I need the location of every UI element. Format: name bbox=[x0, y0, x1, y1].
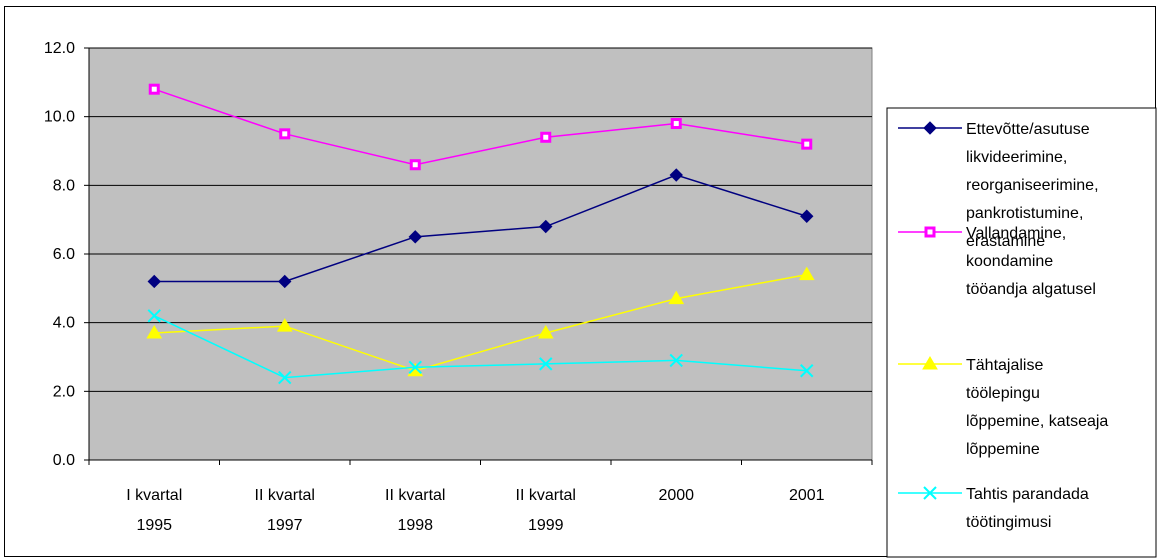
legend-marker-1 bbox=[923, 121, 937, 135]
data-point-4-stroke bbox=[669, 353, 683, 368]
data-point-4-stroke bbox=[278, 370, 292, 385]
series-line-4 bbox=[153, 315, 807, 379]
data-point-2-inner bbox=[151, 86, 157, 92]
legend-marker-2-inner bbox=[927, 229, 933, 235]
data-point-4 bbox=[800, 364, 814, 378]
data-point-4 bbox=[278, 370, 292, 385]
y-tick-label: 8.0 bbox=[53, 177, 75, 194]
data-point-1 bbox=[147, 274, 161, 289]
data-point-4-stroke bbox=[408, 360, 422, 375]
y-tick-label: 2.0 bbox=[53, 383, 75, 400]
legend-box bbox=[886, 107, 1157, 558]
x-tick-label: II kvartal 1998 bbox=[385, 487, 445, 534]
series-line-1 bbox=[154, 174, 807, 283]
data-point-2-inner bbox=[412, 162, 418, 168]
legend: Ettevõtte/asutuse likvideerimine, reorgani… bbox=[886, 107, 1157, 558]
data-point-4-stroke bbox=[800, 364, 814, 378]
data-point-2-inner bbox=[673, 121, 679, 127]
legend-label-4: Tahtis parandada töötingimusi bbox=[966, 486, 1089, 531]
data-point-4-stroke bbox=[539, 357, 553, 371]
data-point-4-stroke bbox=[147, 309, 161, 323]
legend-marker-4-stroke bbox=[923, 486, 937, 500]
data-point-2-inner bbox=[282, 131, 288, 137]
y-tick-label: 10.0 bbox=[44, 109, 75, 126]
x-tick-label: II kvartal 1997 bbox=[255, 487, 315, 534]
data-point-1 bbox=[539, 219, 553, 234]
legend-label-3: Tähtajalise töölepingu lõppemine, katseaja… bbox=[966, 357, 1108, 458]
data-point-2-inner bbox=[804, 141, 810, 147]
x-tick-label: II kvartal 1999 bbox=[516, 487, 576, 534]
data-point-1 bbox=[278, 274, 292, 289]
legend-marker-3 bbox=[922, 356, 938, 370]
data-point-3 bbox=[798, 266, 815, 281]
y-tick-label: 12.0 bbox=[44, 40, 75, 57]
y-tick-label: 6.0 bbox=[53, 246, 75, 263]
legend-label-2: Vallandamine, koondamine tööandja algatuse… bbox=[966, 225, 1096, 298]
data-point-3 bbox=[276, 318, 293, 332]
legend-marker-4 bbox=[923, 486, 937, 500]
data-point-3 bbox=[668, 290, 685, 305]
series-line-3 bbox=[154, 273, 807, 372]
legend-label-1: Ettevõtte/asutuse likvideerimine, reorgani… bbox=[966, 121, 1099, 250]
data-point-2-inner bbox=[543, 134, 549, 140]
x-tick-label: 2001 bbox=[789, 487, 825, 504]
x-tick-label: 2000 bbox=[658, 487, 694, 504]
data-point-1 bbox=[669, 168, 683, 182]
data-point-3 bbox=[537, 324, 554, 339]
plot-area: 0.0 2.0 4.0 6.0 8.0 10.0 12.0 I kvartal 1995 II k… bbox=[44, 40, 873, 534]
y-tick-label: 0.0 bbox=[53, 452, 75, 469]
y-tick-label: 4.0 bbox=[53, 315, 75, 332]
data-point-4 bbox=[669, 353, 683, 368]
data-point-3 bbox=[146, 324, 163, 339]
data-point-4 bbox=[408, 360, 422, 375]
series-line-2 bbox=[154, 88, 807, 166]
data-point-4 bbox=[147, 309, 161, 323]
data-point-1 bbox=[408, 230, 422, 244]
data-point-4 bbox=[539, 357, 553, 371]
data-point-1 bbox=[800, 209, 814, 223]
x-tick-label: I kvartal 1995 bbox=[126, 487, 182, 534]
